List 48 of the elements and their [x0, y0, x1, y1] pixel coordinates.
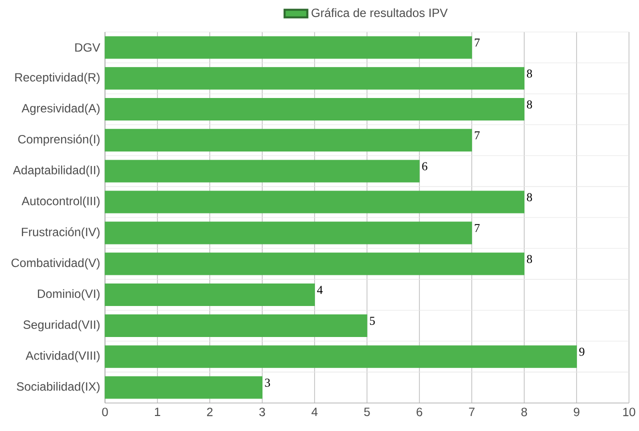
- y-tick-label: DGV: [75, 43, 100, 52]
- data-label: 3: [265, 378, 270, 387]
- data-label: 8: [526, 70, 532, 78]
- y-tick-label: Combatividad(V): [12, 258, 100, 270]
- bar: [104, 98, 524, 121]
- x-tick-label: 5: [364, 408, 370, 416]
- x-tick-label: 3: [259, 408, 266, 416]
- y-tick-label: Seguridad(VII): [23, 320, 100, 332]
- bar: [104, 376, 262, 399]
- x-tick-label: 2: [207, 408, 213, 416]
- bar: [104, 36, 472, 59]
- y-tick-label: Receptividad(R): [15, 72, 100, 84]
- data-label: 7: [474, 224, 480, 232]
- bar: [104, 190, 524, 214]
- bar: [104, 314, 368, 337]
- data-label: 6: [422, 162, 428, 170]
- x-tick-label: 9: [574, 408, 580, 416]
- data-label: 7: [474, 131, 480, 140]
- data-label: 4: [317, 286, 323, 294]
- data-label: 8: [526, 100, 532, 109]
- bar: [104, 128, 472, 152]
- x-tick-label: 4: [312, 408, 318, 416]
- y-tick-label: Frustración(IV): [22, 227, 100, 239]
- y-tick-label: Autocontrol(III): [22, 196, 100, 208]
- x-tick-label: 0: [102, 408, 108, 416]
- y-tick-label: Actividad(VIII): [26, 351, 100, 362]
- bar: [104, 252, 524, 276]
- x-tick-label: 8: [521, 408, 528, 416]
- x-tick-label: 7: [469, 408, 475, 416]
- y-tick-label: Agresividad(A): [22, 104, 100, 115]
- bar: [104, 160, 420, 182]
- x-tick-label: 1: [154, 408, 160, 416]
- bar: [104, 222, 472, 244]
- bar: [104, 345, 577, 368]
- data-label: 7: [474, 38, 480, 46]
- data-label: 8: [526, 255, 532, 264]
- y-tick-label: Comprensión(I): [18, 134, 100, 146]
- y-tick-label: Sociabilidad(IX): [16, 382, 100, 394]
- data-label: 9: [579, 348, 584, 356]
- legend-label: Gráfica de resultados IPV: [312, 8, 448, 18]
- data-label: 8: [526, 193, 532, 202]
- y-tick-label: Dominio(VI): [38, 289, 100, 300]
- bar: [104, 284, 315, 306]
- y-tick-label: Adaptabilidad(II): [12, 166, 100, 177]
- x-tick-label: 10: [623, 408, 636, 416]
- bar: [104, 67, 524, 90]
- data-label: 5: [370, 316, 375, 325]
- x-tick-label: 6: [416, 408, 422, 416]
